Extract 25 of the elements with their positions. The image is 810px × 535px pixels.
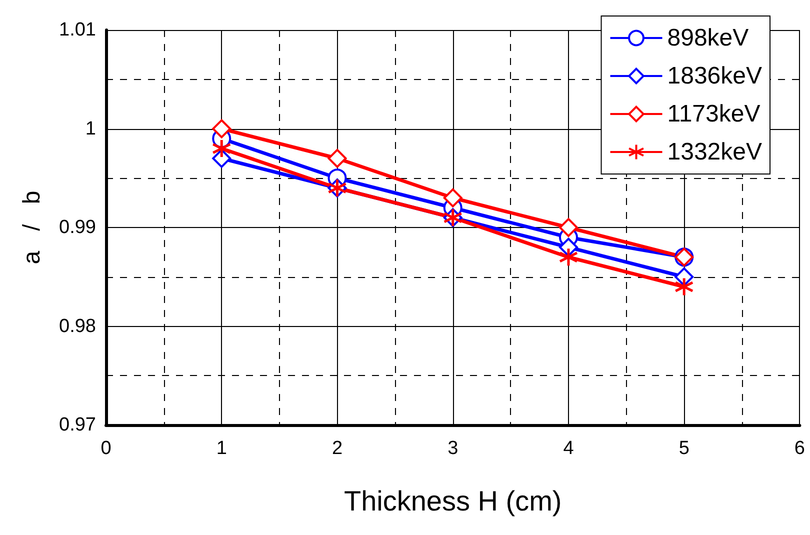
x-tick-label: 2 bbox=[332, 438, 343, 459]
x-tick-label: 0 bbox=[100, 438, 112, 459]
x-tick-label: 3 bbox=[448, 438, 458, 459]
point bbox=[328, 148, 347, 168]
legend-label: 1836keV bbox=[667, 62, 762, 90]
y-axis-title: a / b bbox=[18, 190, 46, 264]
point bbox=[558, 218, 578, 237]
point bbox=[212, 138, 232, 158]
y-tick-label: 0.99 bbox=[59, 217, 96, 238]
y-tick-label: 1.01 bbox=[59, 20, 96, 40]
point bbox=[443, 188, 462, 208]
point bbox=[212, 119, 232, 138]
legend-label: 1173keV bbox=[667, 100, 760, 128]
y-tick-label: 1 bbox=[85, 118, 96, 140]
x-tick-label: 4 bbox=[563, 438, 574, 459]
x-tick-label: 5 bbox=[678, 438, 690, 459]
y-tick-label: 0.97 bbox=[59, 414, 96, 436]
point bbox=[558, 247, 578, 267]
point bbox=[674, 277, 694, 296]
legend-label: 1332keV bbox=[667, 138, 762, 166]
legend-label: 898keV bbox=[667, 24, 749, 52]
x-axis-title: Thickness H (cm) bbox=[344, 486, 562, 516]
x-tick-label: 1 bbox=[216, 438, 227, 459]
x-tick-label: 6 bbox=[794, 438, 806, 459]
y-tick-label: 0.98 bbox=[59, 316, 96, 337]
